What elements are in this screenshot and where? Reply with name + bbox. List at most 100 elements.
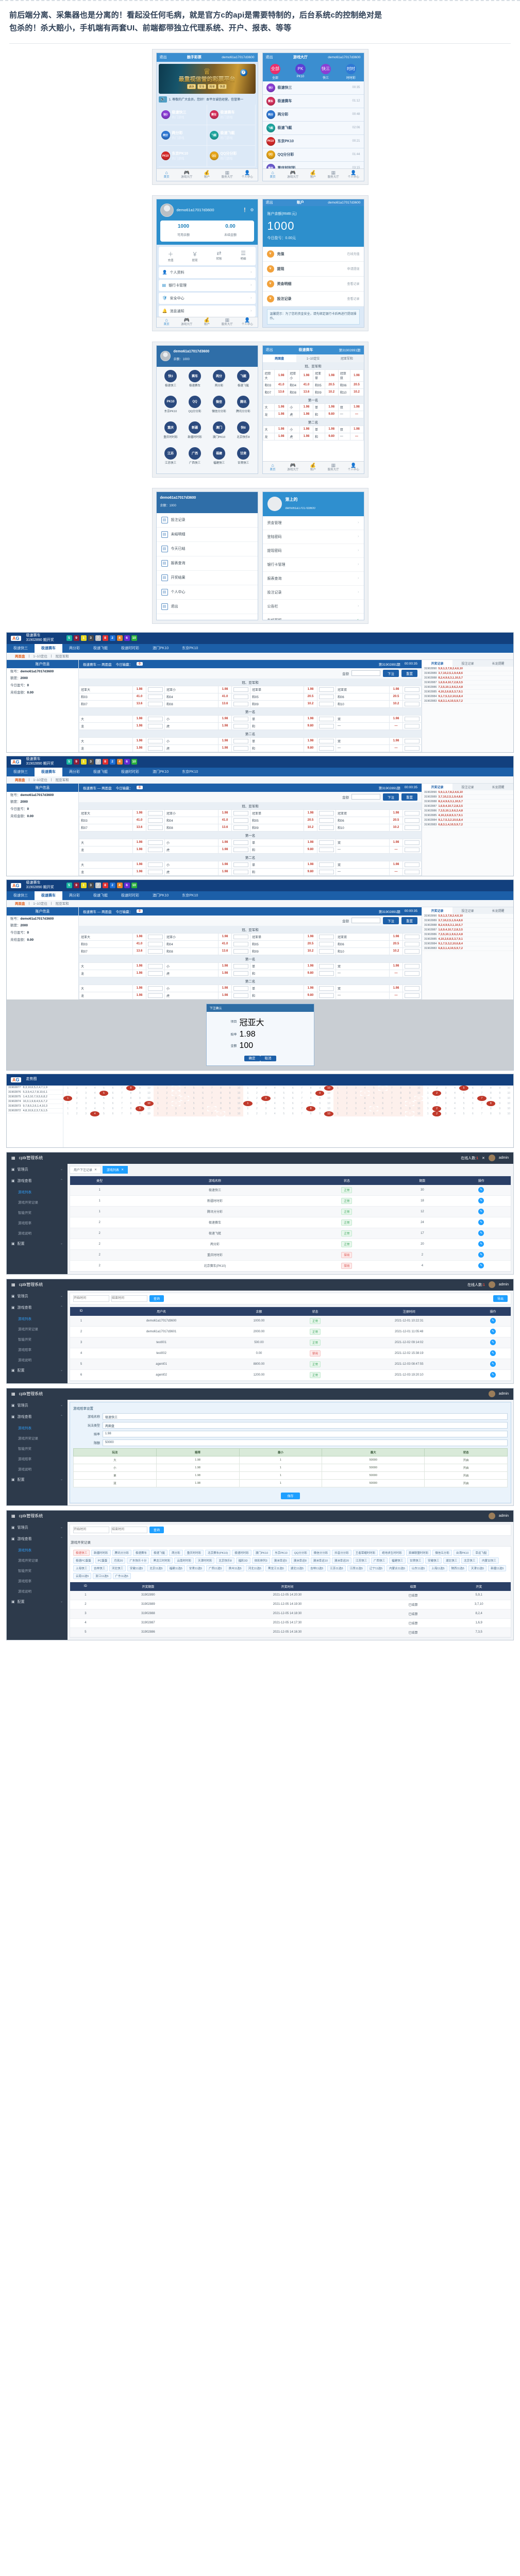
tab-grid-icon[interactable]: ▦ 服务大厅 bbox=[217, 170, 237, 179]
odds-label[interactable]: 和05 bbox=[250, 692, 304, 701]
bet-option-label[interactable]: 和05 bbox=[313, 381, 325, 389]
nav-item[interactable]: 极速赛车 bbox=[35, 643, 62, 653]
game-tag[interactable]: 两分彩 bbox=[169, 1549, 183, 1556]
cell-max[interactable]: 50000 bbox=[322, 1471, 425, 1480]
odds-input-cell[interactable] bbox=[402, 940, 422, 948]
nav-item[interactable]: 极速飞艇 bbox=[93, 647, 108, 650]
profile-row[interactable]: 提现密码 › bbox=[262, 544, 364, 558]
admin-tab[interactable]: 游戏列表 ✕ bbox=[103, 1165, 128, 1174]
cell-odds[interactable]: 1.98 bbox=[156, 1463, 240, 1472]
odds-input-cell[interactable] bbox=[231, 809, 250, 817]
odds-input[interactable] bbox=[319, 847, 334, 852]
app-tile[interactable]: 快3 极速快三 bbox=[159, 369, 183, 393]
game-tag[interactable]: 陕西11选5 bbox=[448, 1565, 467, 1571]
odds-input[interactable] bbox=[148, 963, 163, 969]
odds-input-cell[interactable] bbox=[317, 816, 336, 824]
subnav-item[interactable]: 冠亚军和 bbox=[55, 655, 69, 658]
sidebar-item-游戏列表[interactable]: 游戏列表 bbox=[18, 1426, 31, 1430]
edit-button[interactable]: ✎ bbox=[490, 1350, 496, 1356]
game-cell[interactable]: 飞艇 极速飞艇 热门游戏 bbox=[207, 125, 256, 146]
bet-button[interactable]: 下注 bbox=[383, 793, 399, 801]
bet-subnav-item[interactable]: 两面盘 bbox=[262, 354, 296, 362]
grid-icon[interactable]: ▦ bbox=[11, 1282, 15, 1287]
odds-input[interactable] bbox=[148, 840, 163, 845]
odds-label[interactable]: 和10 bbox=[336, 823, 390, 832]
sidebar-item-游戏说明[interactable]: 游戏说明 bbox=[18, 1358, 31, 1362]
odds-input[interactable] bbox=[405, 869, 420, 874]
odds-input-cell[interactable] bbox=[317, 933, 336, 941]
odds-label[interactable]: 和05 bbox=[250, 940, 304, 948]
game-tag[interactable]: 吉林快三 bbox=[91, 1565, 108, 1571]
odds-input-cell[interactable] bbox=[231, 969, 250, 977]
odds-input[interactable] bbox=[319, 948, 334, 954]
odds-label[interactable]: 和06 bbox=[336, 692, 390, 701]
hall-list-item[interactable]: QQ QQ分分彩 01:44 bbox=[262, 148, 364, 162]
game-cell[interactable]: 快3 极速快三 热门游戏 bbox=[158, 104, 207, 125]
sidebar-item-游戏说明[interactable]: 游戏说明 bbox=[18, 1589, 31, 1594]
bet-option-label[interactable]: 和 bbox=[313, 410, 325, 418]
game-tag[interactable]: 吉林11选5 bbox=[308, 1565, 326, 1571]
odds-label[interactable]: 和08 bbox=[164, 700, 219, 708]
odds-input[interactable] bbox=[319, 716, 334, 721]
odds-input-cell[interactable] bbox=[231, 940, 250, 948]
app-tile[interactable]: 微信 微信分分彩 bbox=[207, 395, 231, 419]
odds-label[interactable]: 单 bbox=[250, 962, 304, 970]
odds-label[interactable]: 和08 bbox=[164, 823, 219, 832]
nav-item[interactable]: 东京PK10 bbox=[182, 770, 198, 774]
game-tag[interactable]: 安徽快三 bbox=[425, 1557, 442, 1564]
odds-input[interactable] bbox=[405, 862, 420, 867]
sidebar-group-管理员[interactable]: ▣ 管理员 ⌄ bbox=[7, 1164, 68, 1175]
odds-input[interactable] bbox=[148, 723, 163, 728]
odds-input[interactable] bbox=[405, 687, 420, 692]
odds-input[interactable] bbox=[319, 810, 334, 816]
odds-input-cell[interactable] bbox=[402, 991, 422, 999]
tab-home-icon[interactable]: ⌂ 首页 bbox=[157, 317, 177, 326]
game-tag[interactable]: 河北快三 bbox=[109, 1565, 126, 1571]
menu-shield-icon[interactable]: 🛡 安全中心 › bbox=[158, 292, 256, 304]
grid-icon[interactable]: ▦ bbox=[11, 1514, 15, 1518]
grid-icon[interactable]: ▦ bbox=[11, 1156, 15, 1160]
odds-label[interactable]: 冠亚小 bbox=[164, 809, 219, 817]
odds-label[interactable]: 双 bbox=[336, 860, 390, 869]
odds-input-cell[interactable] bbox=[402, 685, 422, 693]
profile-bottom-service[interactable]: 在线客服 ✓ bbox=[262, 613, 364, 620]
odds-input-cell[interactable] bbox=[317, 823, 336, 832]
odds-input-cell[interactable] bbox=[231, 868, 250, 876]
game-cell[interactable]: 两分 两分彩 热门游戏 bbox=[158, 125, 207, 146]
odds-input-cell[interactable] bbox=[402, 947, 422, 955]
odds-field-input[interactable]: 1.98 bbox=[103, 1430, 508, 1437]
odds-label[interactable]: 和09 bbox=[250, 823, 304, 832]
edit-button[interactable]: ✎ bbox=[490, 1372, 496, 1378]
tab-home-icon[interactable]: ⌂ 首页 bbox=[263, 463, 283, 471]
cell-min[interactable]: 1 bbox=[239, 1455, 323, 1464]
sidebar-item-智能开奖[interactable]: 智能开奖 bbox=[18, 1569, 31, 1573]
nav-item[interactable]: 东京PK10 bbox=[182, 894, 198, 897]
odds-input-cell[interactable] bbox=[231, 744, 250, 752]
search-button[interactable]: 查询 bbox=[149, 1526, 164, 1533]
odds-label[interactable]: 和08 bbox=[164, 947, 219, 955]
odds-input[interactable] bbox=[319, 862, 334, 867]
odds-input-cell[interactable] bbox=[231, 692, 250, 701]
odds-input[interactable] bbox=[319, 993, 334, 998]
game-tag[interactable]: 北京快三 bbox=[461, 1557, 478, 1564]
hall-cat[interactable]: 快三 快三 bbox=[313, 63, 339, 80]
odds-label[interactable]: 大 bbox=[79, 860, 133, 869]
odds-input-cell[interactable] bbox=[146, 700, 165, 708]
game-tag[interactable]: 上海11选5 bbox=[429, 1565, 447, 1571]
nav-item[interactable]: 澳门PK10 bbox=[153, 770, 169, 774]
odds-field-input[interactable]: 50000 bbox=[103, 1439, 508, 1446]
promo-banner[interactable]: ♕ 最重视信誉的彩票平台 诚信 安全 简单 快速 2 bbox=[158, 63, 256, 94]
odds-input[interactable] bbox=[233, 971, 248, 976]
odds-label[interactable]: — bbox=[336, 845, 390, 854]
odds-input-cell[interactable] bbox=[231, 962, 250, 970]
odds-label[interactable]: 冠亚单 bbox=[250, 685, 304, 693]
bet-option-label[interactable]: 和10 bbox=[338, 388, 350, 396]
nav-item[interactable]: 澳门PK10 bbox=[153, 894, 169, 897]
bet-option-label[interactable]: 龙 bbox=[262, 410, 275, 418]
odds-input-cell[interactable] bbox=[146, 962, 165, 970]
tab-person-icon[interactable]: 👤 个人中心 bbox=[343, 463, 363, 471]
odds-input-cell[interactable] bbox=[317, 744, 336, 752]
sidebar-group-游戏查看[interactable]: ▣ 游戏查看 ⌃ bbox=[7, 1175, 68, 1187]
tab-person-icon[interactable]: 👤 个人中心 bbox=[343, 170, 363, 179]
odds-input-cell[interactable] bbox=[317, 685, 336, 693]
